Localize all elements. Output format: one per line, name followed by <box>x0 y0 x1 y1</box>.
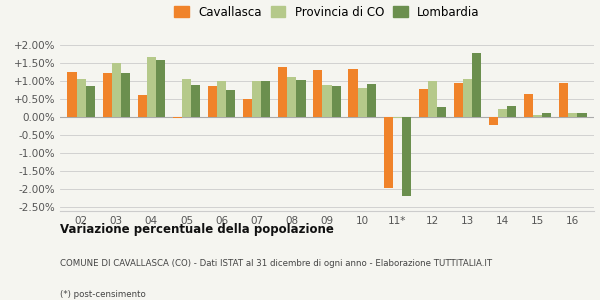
Bar <box>533 115 542 117</box>
Bar <box>262 81 271 117</box>
Bar <box>156 60 165 117</box>
Bar <box>428 81 437 117</box>
Bar <box>296 80 305 117</box>
Bar <box>559 83 568 117</box>
Bar <box>208 86 217 117</box>
Bar <box>498 109 507 117</box>
Bar <box>173 117 182 118</box>
Bar <box>226 90 235 117</box>
Bar <box>383 117 392 188</box>
Bar <box>454 83 463 117</box>
Bar <box>349 69 358 117</box>
Bar <box>568 113 577 117</box>
Bar <box>313 70 322 117</box>
Bar <box>191 85 200 117</box>
Bar <box>322 85 332 117</box>
Bar <box>402 117 411 196</box>
Bar <box>542 113 551 117</box>
Bar <box>252 81 262 117</box>
Bar <box>112 63 121 117</box>
Legend: Cavallasca, Provincia di CO, Lombardia: Cavallasca, Provincia di CO, Lombardia <box>172 4 482 21</box>
Bar <box>103 73 112 117</box>
Bar <box>147 56 156 117</box>
Bar <box>358 88 367 117</box>
Bar <box>419 89 428 117</box>
Bar <box>77 79 86 117</box>
Bar <box>137 95 147 117</box>
Bar <box>472 53 481 117</box>
Bar <box>507 106 517 117</box>
Bar <box>67 72 77 117</box>
Bar <box>489 117 498 125</box>
Bar <box>463 79 472 117</box>
Bar <box>121 73 130 117</box>
Bar <box>524 94 533 117</box>
Text: Variazione percentuale della popolazione: Variazione percentuale della popolazione <box>60 223 334 236</box>
Bar <box>278 68 287 117</box>
Bar <box>332 86 341 117</box>
Bar <box>243 99 252 117</box>
Text: COMUNE DI CAVALLASCA (CO) - Dati ISTAT al 31 dicembre di ogni anno - Elaborazion: COMUNE DI CAVALLASCA (CO) - Dati ISTAT a… <box>60 259 492 268</box>
Bar <box>392 117 402 118</box>
Bar <box>287 77 296 117</box>
Bar <box>86 86 95 117</box>
Bar <box>182 79 191 117</box>
Bar <box>437 107 446 117</box>
Text: (*) post-censimento: (*) post-censimento <box>60 290 146 299</box>
Bar <box>217 81 226 117</box>
Bar <box>577 113 587 117</box>
Bar <box>367 84 376 117</box>
